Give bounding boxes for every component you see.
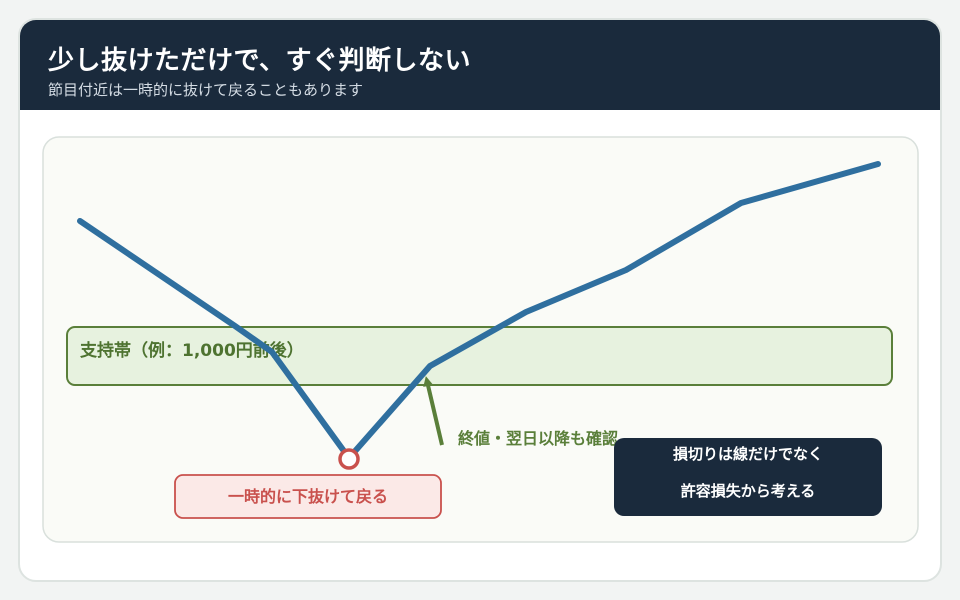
dip-marker: [338, 448, 360, 470]
confirm-arrow-label: 終値・翌日以降も確認: [458, 429, 618, 448]
confirm-arrow: [423, 376, 444, 446]
note-line-2: 許容損失から考える: [681, 482, 816, 500]
page-subtitle: 節目付近は一時的に抜けて戻ることもあります: [48, 81, 364, 99]
page-title: 少し抜けただけで、すぐ判断しない: [48, 46, 471, 76]
note-line-1: 損切りは線だけでなく: [673, 445, 823, 463]
price-line: [77, 161, 881, 461]
support-zone-label: 支持帯（例：1,000円前後）: [80, 340, 304, 361]
note-box: [614, 438, 882, 516]
header-bar: 少し抜けただけで、すぐ判断しない 節目付近は一時的に抜けて戻ることもあります: [20, 20, 940, 110]
dip-label: 一時的に下抜けて戻る: [228, 487, 388, 506]
dip-label-box: [174, 474, 442, 519]
support-zone: [66, 326, 893, 386]
